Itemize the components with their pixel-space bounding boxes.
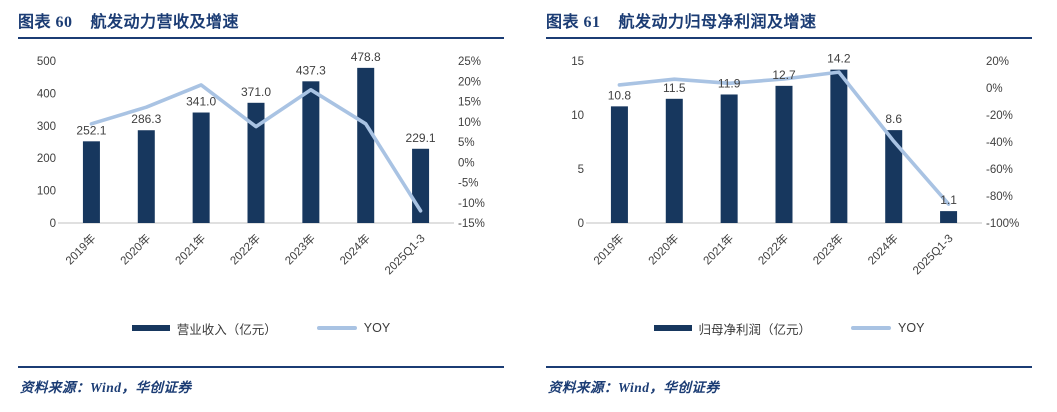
- svg-text:-20%: -20%: [986, 110, 1013, 122]
- svg-text:300: 300: [37, 121, 56, 133]
- divider: [18, 366, 504, 368]
- legend-label-yoy: YOY: [898, 321, 925, 335]
- svg-text:20%: 20%: [458, 76, 481, 88]
- svg-text:-15%: -15%: [458, 218, 485, 230]
- svg-text:8.6: 8.6: [885, 112, 902, 126]
- line-series-swatch: [316, 326, 357, 330]
- svg-text:100: 100: [37, 186, 56, 198]
- svg-text:12.7: 12.7: [772, 68, 796, 82]
- panel-net-profit: 图表 61 航发动力归母净利润及增速 15 10 5 0 20% 0% -20% -40% -60…: [528, 0, 1056, 412]
- svg-text:200: 200: [37, 153, 56, 165]
- svg-text:-100%: -100%: [986, 218, 1019, 230]
- svg-text:2023年: 2023年: [810, 231, 846, 267]
- net-profit-chart-legend: 归母净利润（亿元） YOY: [546, 315, 1032, 341]
- svg-text:10%: 10%: [458, 117, 481, 129]
- svg-text:2019年: 2019年: [62, 231, 98, 267]
- panel-revenue: 图表 60 航发动力营收及增速 500 400 300 200 100 0 25% 20% 15%…: [0, 0, 528, 412]
- svg-text:500: 500: [37, 56, 56, 68]
- figure-60-footer: 资料来源：Wind，华创证券: [18, 366, 504, 412]
- svg-text:0%: 0%: [986, 83, 1003, 95]
- line-series-swatch: [851, 326, 892, 330]
- svg-text:0%: 0%: [458, 157, 475, 169]
- legend-label-yoy: YOY: [363, 321, 391, 335]
- svg-text:478.8: 478.8: [351, 50, 381, 64]
- svg-text:2021年: 2021年: [172, 231, 208, 267]
- svg-text:-60%: -60%: [986, 164, 1013, 176]
- svg-text:0: 0: [50, 218, 56, 230]
- svg-text:5%: 5%: [458, 137, 475, 149]
- svg-text:10: 10: [571, 110, 584, 122]
- svg-text:1.1: 1.1: [940, 193, 957, 207]
- legend-item-revenue: 营业收入（亿元）: [131, 319, 277, 338]
- svg-text:15: 15: [571, 56, 584, 68]
- figure-60-title: 图表 60 航发动力营收及增速: [18, 8, 504, 39]
- svg-text:2022年: 2022年: [227, 231, 263, 267]
- svg-text:2025Q1-3: 2025Q1-3: [383, 233, 428, 278]
- svg-text:11.9: 11.9: [718, 76, 741, 90]
- source-note: 资料来源：Wind，华创证券: [20, 380, 192, 395]
- svg-text:15%: 15%: [458, 97, 481, 109]
- revenue-growth-chart: 500 400 300 200 100 0 25% 20% 15% 10% 5% 0% -5% -10% -…: [37, 50, 485, 278]
- svg-text:-10%: -10%: [458, 198, 485, 210]
- svg-text:2023年: 2023年: [282, 231, 318, 267]
- legend-label-net-profit: 归母净利润（亿元）: [698, 322, 812, 337]
- svg-text:20%: 20%: [986, 56, 1009, 68]
- revenue-chart-legend: 营业收入（亿元） YOY: [18, 315, 504, 341]
- svg-text:229.1: 229.1: [406, 131, 436, 145]
- svg-text:-40%: -40%: [986, 137, 1013, 149]
- legend-item-yoy: YOY: [851, 321, 924, 335]
- svg-text:0: 0: [578, 218, 584, 230]
- svg-text:25%: 25%: [458, 56, 481, 68]
- divider: [546, 366, 1032, 368]
- net-profit-growth-chart: 15 10 5 0 20% 0% -20% -40% -60% -80% -100% 10.8 11.5…: [571, 52, 1019, 278]
- svg-text:286.3: 286.3: [131, 112, 161, 126]
- svg-text:-80%: -80%: [986, 191, 1013, 203]
- figure-61-title: 图表 61 航发动力归母净利润及增速: [546, 8, 1032, 39]
- svg-text:2022年: 2022年: [755, 231, 791, 267]
- svg-text:10.8: 10.8: [608, 88, 632, 102]
- svg-text:2024年: 2024年: [337, 231, 373, 267]
- svg-text:341.0: 341.0: [186, 95, 216, 109]
- bar-series-swatch: [131, 325, 170, 331]
- figure-60-label: 图表 60: [18, 14, 73, 31]
- svg-text:2025Q1-3: 2025Q1-3: [911, 233, 956, 278]
- svg-text:252.1: 252.1: [76, 123, 106, 137]
- svg-text:2019年: 2019年: [590, 231, 626, 267]
- svg-text:14.2: 14.2: [827, 52, 851, 66]
- svg-text:11.5: 11.5: [663, 81, 686, 95]
- figure-61-label: 图表 61: [546, 14, 601, 31]
- figure-61-caption: 航发动力归母净利润及增速: [618, 14, 817, 31]
- svg-text:371.0: 371.0: [241, 85, 271, 99]
- svg-text:-5%: -5%: [458, 178, 478, 190]
- figure-60-caption: 航发动力营收及增速: [90, 14, 240, 31]
- svg-text:437.3: 437.3: [296, 63, 326, 77]
- svg-text:2020年: 2020年: [117, 231, 153, 267]
- legend-label-revenue: 营业收入（亿元）: [176, 322, 277, 337]
- svg-text:2020年: 2020年: [645, 231, 681, 267]
- source-note: 资料来源：Wind，华创证券: [548, 380, 720, 395]
- svg-text:400: 400: [37, 88, 56, 100]
- svg-text:2024年: 2024年: [865, 231, 901, 267]
- bar-series-swatch: [653, 325, 692, 331]
- legend-item-net-profit: 归母净利润（亿元）: [653, 319, 812, 338]
- svg-text:2021年: 2021年: [700, 231, 736, 267]
- figure-61-footer: 资料来源：Wind，华创证券: [546, 366, 1032, 412]
- legend-item-yoy: YOY: [316, 321, 391, 335]
- svg-text:5: 5: [578, 164, 584, 176]
